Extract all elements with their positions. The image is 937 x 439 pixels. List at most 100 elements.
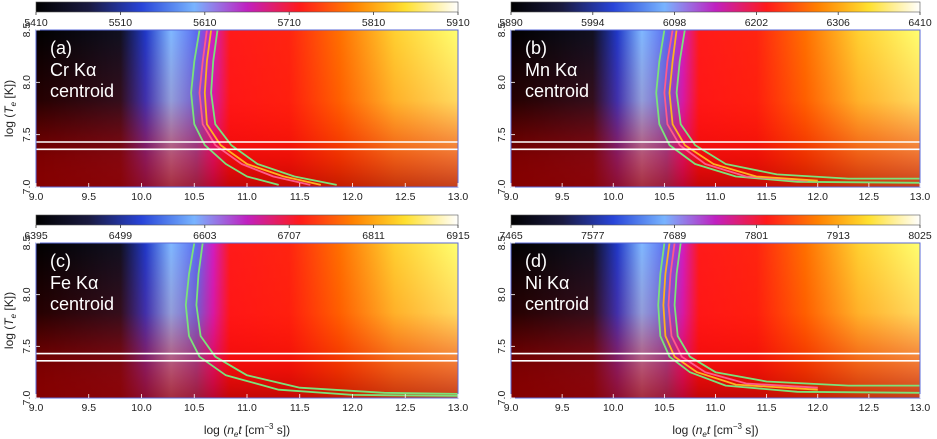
panel-label: (a)	[50, 38, 72, 58]
contour-orange	[203, 29, 321, 186]
colorbar-tick-label: 5994	[581, 17, 605, 29]
colorbar-tick-label: 6707	[278, 230, 302, 242]
y-tick-label: 7.0	[496, 180, 508, 195]
colorbar-tick-label: 7801	[745, 230, 769, 242]
x-tick-label: 12.5	[395, 402, 416, 414]
x-tick-label: 9.0	[504, 191, 519, 203]
y-tick-label: 7.5	[496, 127, 508, 142]
y-tick-label: 8.5	[496, 23, 508, 38]
x-tick-label: 11.0	[706, 191, 726, 203]
panel-label: (b)	[525, 38, 547, 58]
contour-orange	[668, 29, 818, 182]
x-tick-label: 11.5	[757, 402, 777, 414]
contour-pink-left	[667, 242, 818, 389]
x-tick-label: 9.5	[81, 402, 96, 414]
colorbar-tick-label: 5410	[24, 17, 48, 29]
panel-b: 5890 5994 6098 6202 6306 6410 9.0 9.5 10.0 10.5 11…	[496, 1, 932, 203]
colorbar-tick-label: 7577	[581, 230, 605, 242]
x-tick-label: 11.5	[757, 191, 777, 203]
colorbar-tick-label: 5910	[446, 17, 470, 29]
x-tick-label: 11.0	[706, 402, 726, 414]
x-tick-label: 10.0	[131, 191, 152, 203]
colorbar-tick-label: 6395	[24, 230, 48, 242]
panel-d: 7465 7577 7689 7801 7913 8025 9.0 9.5 10.0 10.5 11…	[496, 214, 932, 414]
colorbar	[35, 214, 459, 226]
colorbar-tick-label: 5810	[362, 17, 386, 29]
x-tick-label: 9.0	[29, 402, 44, 414]
panel-label: (c)	[50, 251, 71, 271]
contour-pink-left	[663, 29, 808, 182]
x-tick-label: 12.0	[808, 402, 829, 414]
panel-line-name: Mn Kα	[525, 60, 577, 80]
heatmap-shading	[36, 243, 458, 398]
x-tick-label: 13.0	[910, 191, 931, 203]
colorbar-tick-label: 5510	[109, 17, 133, 29]
contour-green-left	[184, 242, 459, 397]
y-tick-label: 8.5	[21, 236, 33, 251]
x-axis-title: log (net [cm−3 s])	[672, 422, 758, 439]
y-tick-label: 8.0	[496, 287, 508, 302]
y-tick-label: 7.5	[21, 339, 33, 354]
colorbar-tick-label: 6915	[446, 230, 470, 242]
y-tick-label: 8.0	[496, 75, 508, 90]
panel-caption: centroid	[50, 81, 114, 101]
colorbar-tick-label: 6811	[362, 230, 385, 242]
colorbar-tick-label: 7465	[499, 230, 523, 242]
colorbar-tick-label: 6306	[827, 17, 851, 29]
panel-caption: centroid	[525, 81, 589, 101]
x-tick-label: 13.0	[448, 191, 469, 203]
y-tick-label: 7.5	[496, 339, 508, 354]
colorbar	[35, 1, 459, 13]
colorbar-tick-label: 6410	[908, 17, 932, 29]
colorbar-tick-label: 6603	[193, 230, 217, 242]
x-tick-label: 11.5	[290, 191, 310, 203]
y-tick-label: 8.5	[21, 23, 33, 38]
contour-pink-left	[198, 29, 311, 186]
x-tick-label: 11.0	[237, 402, 257, 414]
y-tick-label: 7.0	[21, 180, 33, 195]
x-tick-label: 13.0	[910, 402, 931, 414]
contour-green-left	[657, 242, 921, 394]
colorbar-tick-label: 6202	[745, 17, 769, 29]
y-tick-label: 8.5	[496, 236, 508, 251]
x-tick-label: 12.5	[395, 191, 416, 203]
panel-line-name: Fe Kα	[50, 273, 98, 293]
panel-caption: centroid	[50, 294, 114, 314]
contour-green-right	[675, 29, 920, 180]
y-axis-title: log (Te [K])	[2, 292, 18, 349]
contour-green-left	[655, 29, 921, 184]
colorbar-tick-label: 8025	[908, 230, 932, 242]
y-tick-label: 7.0	[496, 391, 508, 406]
x-tick-label: 9.0	[29, 191, 44, 203]
x-tick-label: 10.5	[184, 402, 205, 414]
x-tick-label: 9.5	[555, 402, 570, 414]
x-tick-label: 10.0	[603, 402, 624, 414]
colorbar-tick-label: 5890	[499, 17, 523, 29]
panel-caption: centroid	[525, 294, 589, 314]
x-tick-label: 12.0	[808, 191, 829, 203]
x-axis-title: log (net [cm−3 s])	[204, 422, 290, 439]
x-tick-label: 9.5	[555, 191, 570, 203]
heatmap-shading	[36, 30, 458, 187]
x-tick-label: 10.5	[654, 402, 675, 414]
colorbar-tick-label: 6499	[109, 230, 133, 242]
x-tick-label: 12.5	[859, 402, 880, 414]
panel-label: (d)	[525, 251, 547, 271]
x-tick-label: 11.0	[237, 191, 257, 203]
contour-orange	[662, 242, 818, 391]
x-tick-label: 9.5	[81, 191, 96, 203]
colorbar	[510, 1, 921, 13]
x-tick-label: 12.0	[342, 191, 363, 203]
y-tick-label: 7.5	[21, 127, 33, 142]
contour-green-right	[673, 242, 920, 387]
y-tick-label: 8.0	[21, 287, 33, 302]
heatmap-shading	[511, 30, 920, 187]
y-tick-label: 7.0	[21, 391, 33, 406]
x-tick-label: 9.0	[504, 402, 519, 414]
x-tick-label: 13.0	[448, 402, 469, 414]
panel-line-name: Cr Kα	[50, 60, 96, 80]
x-tick-label: 10.0	[131, 402, 152, 414]
colorbar-tick-label: 6098	[663, 17, 687, 29]
